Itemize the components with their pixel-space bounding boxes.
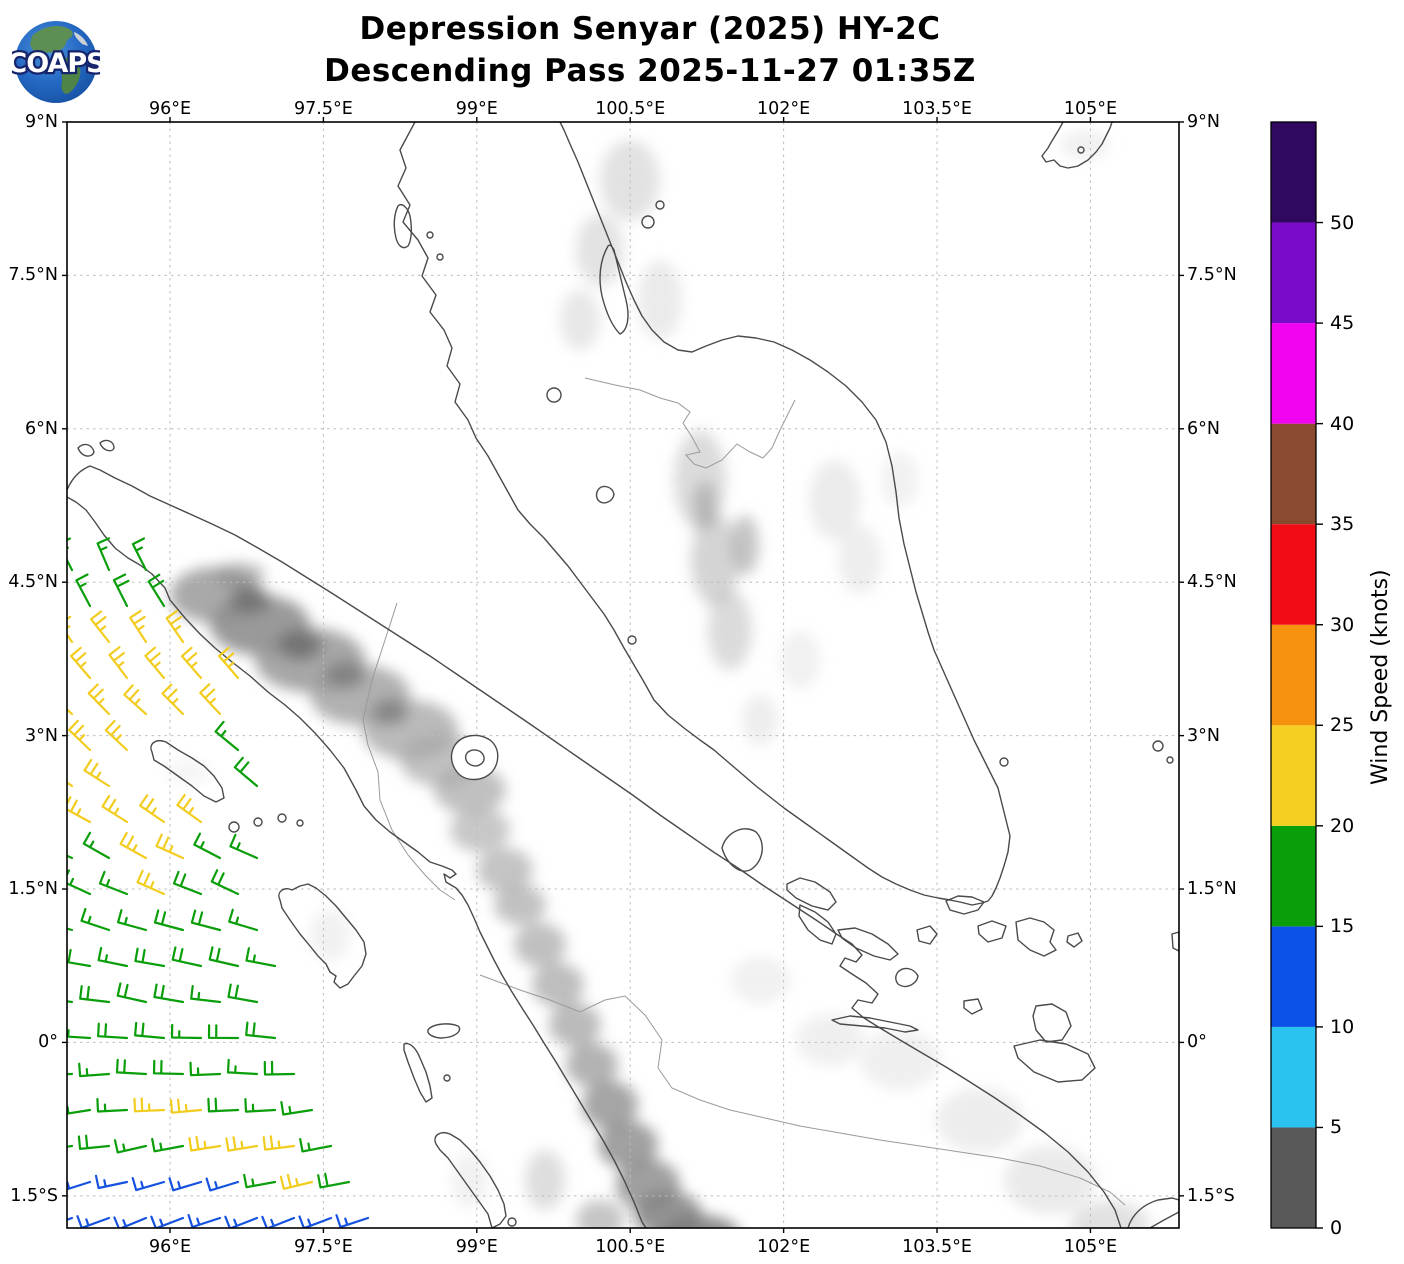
y-tick-label-right: 7.5°N [1187,265,1237,286]
y-tick-label-left: 6°N [25,418,58,439]
colorbar-tick-label: 35 [1330,513,1355,536]
y-tick-label-left: 0° [38,1032,58,1053]
colorbar [1270,121,1323,1229]
colorbar-tick-label: 20 [1330,814,1355,837]
y-tick-label-right: 1.5°N [1187,879,1237,900]
colorbar-label: Wind Speed (knots) [1368,569,1393,785]
x-tick-label-bottom: 96°E [148,1237,192,1257]
y-tick-label-left: 3°N [25,725,58,746]
x-tick-label-top: 100.5°E [595,99,666,119]
page-title: Depression Senyar (2025) HY-2C [359,11,941,47]
x-tick-label-bottom: 102°E [757,1237,811,1257]
x-tick-label-bottom: 99°E [455,1237,498,1257]
y-tick-label-right: 0° [1187,1032,1207,1053]
colorbar-tick-label: 45 [1330,312,1355,335]
x-tick-label-top: 99°E [455,99,498,119]
x-tick-label-top: 96°E [148,99,192,119]
globe-icon: COAPS [12,21,100,103]
page-subtitle: Descending Pass 2025-11-27 01:35Z [324,53,976,89]
colorbar-tick-label: 50 [1330,211,1355,234]
colorbar-tick-label: 5 [1330,1116,1343,1139]
y-tick-label-left: 7.5°N [8,265,58,286]
y-tick-label-right: 6°N [1187,418,1220,439]
title-block: Depression Senyar (2025) HY-2C Descendin… [130,8,1170,92]
colorbar-tick-label: 10 [1330,1015,1355,1038]
x-tick-label-top: 105°E [1063,99,1118,119]
political-borders [362,377,1126,1206]
logo-text: COAPS [12,48,100,79]
x-tick-label-top: 102°E [757,99,811,119]
colorbar-tick-label: 30 [1330,613,1355,636]
colorbar-tick-label: 40 [1330,412,1355,435]
colorbar-tick-label: 15 [1330,915,1355,938]
y-tick-label-left: 9°N [25,112,58,132]
y-tick-label-left: 1.5°S [10,1185,58,1206]
graticule-grid [67,122,1179,1228]
x-tick-label-bottom: 105°E [1063,1237,1118,1257]
y-tick-label-left: 4.5°N [8,572,58,593]
coastlines [67,122,1179,1228]
y-tick-label-right: 4.5°N [1187,572,1237,593]
plot-border [66,121,1180,1229]
wind-barbs [67,537,370,1228]
x-tick-label-bottom: 100.5°E [595,1237,666,1257]
x-tick-label-bottom: 103.5°E [902,1237,972,1257]
y-tick-label-left: 1.5°N [8,879,58,900]
x-tick-label-bottom: 97.5°E [294,1237,353,1257]
x-tick-label-top: 103.5°E [902,99,972,119]
y-tick-label-right: 9°N [1187,112,1220,132]
colorbar-tick-label: 25 [1330,714,1355,737]
y-tick-label-right: 3°N [1187,725,1220,746]
coaps-logo: COAPS [12,14,100,106]
axis-tick-marks [62,117,1184,1233]
colorbar-tick-label: 0 [1330,1217,1343,1239]
y-tick-label-right: 1.5°S [1187,1185,1235,1206]
x-tick-label-top: 97.5°E [294,99,353,119]
terrain-shading [166,131,1150,1228]
